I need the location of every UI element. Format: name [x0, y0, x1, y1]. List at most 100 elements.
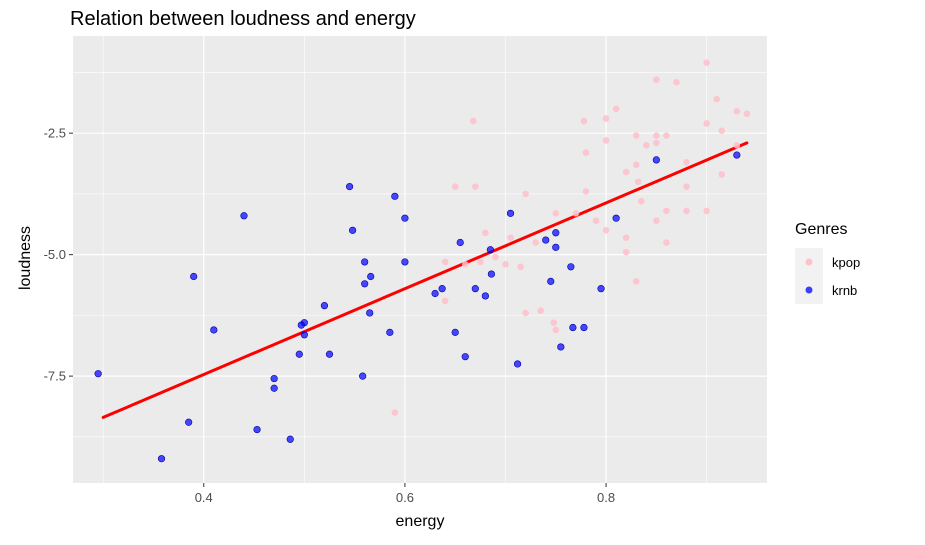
point-krnb — [513, 360, 522, 368]
data-points — [94, 59, 751, 463]
point-krnb — [94, 370, 102, 378]
legend-label-krnb: krnb — [832, 283, 857, 298]
point-kpop — [522, 309, 529, 317]
point-krnb — [185, 418, 193, 426]
legend-key-kpop — [805, 258, 813, 266]
point-krnb — [438, 285, 446, 293]
y-tick-label: -5.0 — [44, 247, 66, 262]
point-kpop — [572, 210, 580, 217]
point-kpop — [703, 120, 710, 127]
point-krnb — [391, 192, 399, 200]
point-krnb — [295, 350, 303, 358]
point-kpop — [632, 161, 640, 169]
point-krnb — [547, 277, 555, 285]
point-kpop — [461, 261, 469, 268]
point-kpop — [622, 248, 630, 256]
point-krnb — [325, 350, 334, 358]
point-krnb — [471, 285, 479, 293]
point-krnb — [486, 246, 495, 254]
point-kpop — [718, 171, 726, 178]
point-krnb — [733, 151, 741, 159]
point-krnb — [270, 384, 278, 392]
x-axis-title: energy — [396, 513, 445, 530]
point-kpop — [602, 137, 610, 144]
point-krnb — [401, 214, 409, 222]
point-kpop — [477, 258, 484, 266]
point-kpop — [622, 234, 630, 241]
point-kpop — [637, 197, 645, 205]
point-kpop — [580, 117, 588, 125]
point-kpop — [472, 183, 479, 190]
point-krnb — [349, 226, 357, 234]
point-kpop — [663, 239, 670, 246]
point-kpop — [703, 59, 710, 67]
point-kpop — [703, 207, 710, 215]
point-kpop — [482, 229, 489, 237]
point-krnb — [481, 292, 489, 300]
point-kpop — [582, 188, 590, 195]
y-axis-title: loudness — [17, 226, 34, 290]
y-tick-label: -7.5 — [44, 369, 66, 384]
point-krnb — [240, 212, 248, 220]
point-kpop — [634, 178, 642, 186]
point-kpop — [502, 261, 509, 268]
x-axis-ticks: 0.4 0.6 0.8 — [195, 483, 615, 505]
point-kpop — [632, 278, 640, 285]
point-krnb — [210, 326, 218, 334]
x-tick-label: 0.4 — [195, 490, 213, 505]
point-krnb — [506, 209, 515, 217]
point-kpop — [441, 297, 449, 305]
point-kpop — [632, 132, 640, 139]
point-kpop — [552, 210, 560, 217]
point-krnb — [557, 343, 565, 351]
point-kpop — [663, 132, 670, 139]
point-kpop — [733, 108, 741, 115]
point-kpop — [643, 142, 650, 149]
point-krnb — [552, 243, 560, 251]
legend-key-krnb — [805, 286, 813, 294]
regression-line — [101, 141, 749, 419]
point-krnb — [157, 455, 166, 463]
point-krnb — [366, 309, 374, 317]
point-kpop — [552, 326, 560, 334]
point-kpop — [517, 263, 524, 271]
point-kpop — [507, 234, 514, 241]
point-krnb — [367, 272, 375, 281]
point-kpop — [622, 168, 630, 176]
x-tick-label: 0.6 — [396, 490, 414, 505]
point-krnb — [286, 435, 294, 443]
point-krnb — [297, 321, 305, 329]
point-krnb — [569, 323, 577, 332]
point-kpop — [492, 253, 499, 261]
point-krnb — [359, 372, 367, 380]
legend: Genres kpop krnb — [795, 221, 860, 304]
point-kpop — [683, 207, 690, 215]
point-kpop — [550, 319, 558, 326]
point-kpop — [653, 132, 660, 139]
point-krnb — [567, 263, 575, 271]
point-kpop — [441, 258, 449, 266]
point-kpop — [602, 115, 610, 122]
gridlines — [73, 36, 767, 483]
point-kpop — [532, 239, 539, 246]
point-krnb — [361, 258, 369, 266]
point-kpop — [733, 142, 741, 149]
point-krnb — [361, 280, 369, 288]
panel-background — [73, 36, 767, 483]
point-krnb — [652, 156, 660, 164]
point-kpop — [470, 117, 477, 125]
point-krnb — [597, 285, 605, 293]
point-krnb — [451, 328, 459, 336]
point-krnb — [401, 258, 409, 266]
point-kpop — [743, 110, 751, 118]
legend-label-kpop: kpop — [832, 255, 860, 270]
point-kpop — [592, 217, 600, 224]
point-krnb — [461, 353, 469, 361]
point-krnb — [270, 374, 278, 383]
point-kpop — [718, 127, 726, 135]
point-kpop — [653, 139, 660, 147]
point-kpop — [391, 409, 399, 416]
point-krnb — [612, 214, 620, 222]
point-kpop — [683, 159, 690, 166]
y-axis-ticks: -2.5 -5.0 -7.5 — [44, 126, 73, 384]
